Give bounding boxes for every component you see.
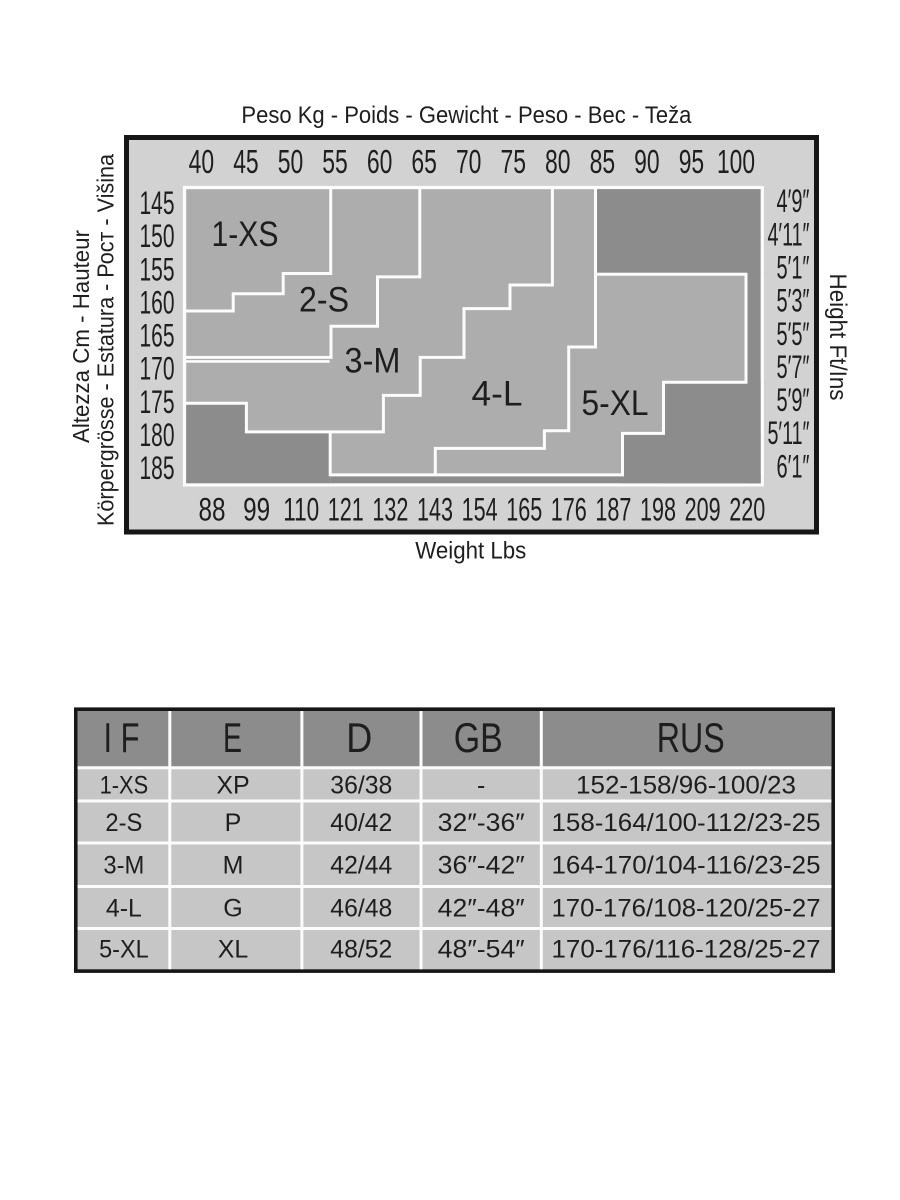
svg-text:5′7″: 5′7″ — [777, 349, 810, 385]
svg-text:XL: XL — [218, 936, 249, 964]
svg-text:170-176/108-120/25-27: 170-176/108-120/25-27 — [552, 894, 821, 922]
svg-text:209: 209 — [685, 492, 721, 528]
svg-text:Height Ft/Ins: Height Ft/Ins — [824, 274, 851, 401]
svg-text:G: G — [223, 894, 242, 922]
svg-text:36″-42″: 36″-42″ — [438, 852, 525, 880]
svg-text:48″-54″: 48″-54″ — [438, 936, 525, 964]
svg-text:150: 150 — [140, 218, 175, 254]
svg-text:80: 80 — [545, 143, 571, 180]
svg-text:M: M — [223, 852, 244, 880]
svg-text:90: 90 — [634, 143, 660, 180]
svg-text:100: 100 — [717, 143, 755, 180]
svg-text:170-176/116-128/25-27: 170-176/116-128/25-27 — [552, 936, 821, 964]
svg-text:5-XL: 5-XL — [99, 936, 149, 964]
svg-text:165: 165 — [140, 318, 175, 354]
svg-text:187: 187 — [595, 492, 631, 528]
svg-text:198: 198 — [640, 492, 676, 528]
svg-text:Weight Lbs: Weight Lbs — [415, 537, 526, 564]
svg-text:143: 143 — [417, 492, 453, 528]
svg-text:65: 65 — [411, 143, 437, 180]
svg-text:2-S: 2-S — [299, 281, 349, 320]
svg-text:Peso Kg - Poids - Gewicht - Pe: Peso Kg - Poids - Gewicht - Peso - Bec -… — [241, 102, 692, 129]
svg-text:99: 99 — [243, 492, 270, 528]
svg-text:5′3″: 5′3″ — [777, 283, 810, 319]
svg-text:36/38: 36/38 — [330, 772, 392, 800]
svg-text:220: 220 — [729, 492, 765, 528]
svg-text:164-170/104-116/23-25: 164-170/104-116/23-25 — [552, 852, 821, 880]
svg-text:55: 55 — [322, 143, 348, 180]
svg-text:5′1″: 5′1″ — [777, 249, 810, 285]
svg-text:XP: XP — [216, 772, 249, 800]
svg-text:75: 75 — [501, 143, 527, 180]
svg-text:2-S: 2-S — [105, 809, 142, 837]
svg-text:45: 45 — [233, 143, 259, 180]
svg-text:95: 95 — [679, 143, 705, 180]
svg-text:132: 132 — [372, 492, 408, 528]
svg-text:6′1″: 6′1″ — [777, 448, 810, 484]
svg-text:46/48: 46/48 — [330, 894, 392, 922]
svg-text:121: 121 — [328, 492, 364, 528]
svg-text:154: 154 — [462, 492, 498, 528]
svg-text:Altezza Cm - Hauteur: Altezza Cm - Hauteur — [68, 230, 94, 443]
svg-text:3-M: 3-M — [345, 342, 401, 381]
svg-text:152-158/96-100/23: 152-158/96-100/23 — [576, 772, 796, 800]
svg-text:4′9″: 4′9″ — [777, 183, 810, 219]
svg-text:5′9″: 5′9″ — [777, 382, 810, 418]
svg-text:4-L: 4-L — [472, 375, 523, 414]
svg-text:P: P — [225, 809, 242, 837]
svg-text:175: 175 — [140, 384, 175, 420]
svg-text:1-XS: 1-XS — [212, 215, 279, 254]
svg-text:3-M: 3-M — [103, 852, 144, 880]
svg-text:32″-36″: 32″-36″ — [438, 809, 525, 837]
svg-text:160: 160 — [140, 284, 175, 320]
svg-text:5′5″: 5′5″ — [777, 316, 810, 352]
svg-text:4′11″: 4′11″ — [768, 216, 810, 252]
svg-text:60: 60 — [367, 143, 393, 180]
svg-text:185: 185 — [140, 450, 175, 486]
svg-text:42/44: 42/44 — [330, 852, 392, 880]
svg-text:85: 85 — [590, 143, 616, 180]
svg-text:E: E — [223, 714, 242, 761]
svg-text:50: 50 — [278, 143, 304, 180]
svg-text:RUS: RUS — [657, 714, 725, 761]
svg-text:40/42: 40/42 — [330, 809, 392, 837]
svg-text:145: 145 — [140, 185, 175, 221]
svg-text:Körpergrösse - Estatura - Рост: Körpergrösse - Estatura - Рост - Višina — [93, 153, 119, 526]
svg-text:48/52: 48/52 — [330, 936, 392, 964]
svg-text:170: 170 — [140, 351, 175, 387]
svg-text:40: 40 — [189, 143, 215, 180]
svg-text:42″-48″: 42″-48″ — [438, 894, 525, 922]
svg-text:GB: GB — [454, 714, 503, 761]
svg-text:5′11″: 5′11″ — [768, 415, 810, 451]
svg-text:1-XS: 1-XS — [100, 772, 149, 800]
svg-text:110: 110 — [283, 492, 319, 528]
svg-text:-: - — [477, 772, 485, 800]
svg-text:155: 155 — [140, 251, 175, 287]
svg-text:176: 176 — [551, 492, 587, 528]
svg-text:5-XL: 5-XL — [582, 384, 649, 423]
svg-text:70: 70 — [456, 143, 482, 180]
svg-text:180: 180 — [140, 417, 175, 453]
svg-text:158-164/100-112/23-25: 158-164/100-112/23-25 — [552, 809, 821, 837]
svg-text:88: 88 — [199, 492, 226, 528]
svg-text:D: D — [346, 714, 372, 761]
svg-text:I F: I F — [104, 714, 140, 761]
svg-text:165: 165 — [506, 492, 542, 528]
svg-text:4-L: 4-L — [106, 894, 142, 922]
